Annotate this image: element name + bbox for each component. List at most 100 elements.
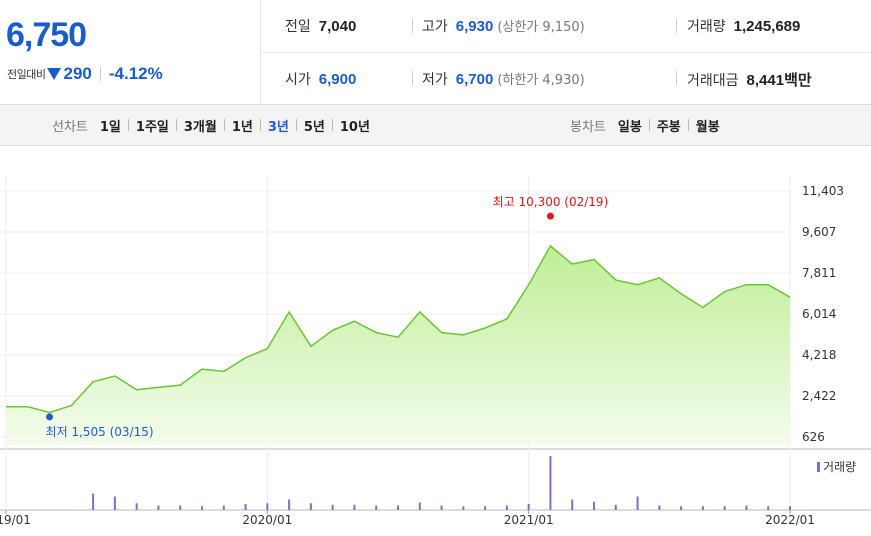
annotations: 최고 10,300 (02/19) 최저 1,505 (03/15): [46, 195, 609, 439]
y-tick-label: 2,422: [802, 389, 836, 403]
divider: [676, 19, 677, 33]
quote-panel: 6,750 전일대비 290 -4.12% 전일 7,040 고가 6,930 …: [0, 0, 871, 104]
line-period-button-2[interactable]: 3개월: [183, 119, 217, 135]
y-tick-label: 9,607: [802, 225, 836, 239]
stat-amount: 거래대금 8,441 백만: [687, 69, 812, 90]
volume-bar: [745, 505, 748, 510]
divider: [175, 119, 177, 131]
prev-close-label: 전일: [285, 19, 311, 35]
prev-close-value: 7,040: [318, 18, 357, 35]
volume-value: 1,245,689: [733, 18, 801, 35]
upper-limit: (상한가 9,150): [497, 20, 585, 35]
divider: [412, 71, 413, 85]
line-period-button-3[interactable]: 1년: [231, 119, 253, 135]
divider: [331, 119, 333, 131]
line-chart-title: 선차트: [52, 119, 88, 135]
row-divider: [261, 52, 871, 53]
volume-bar: [397, 505, 399, 510]
y-tick-label: 626: [802, 430, 825, 444]
line-period-button-1[interactable]: 1주일: [135, 119, 169, 135]
current-price: 6,750: [6, 16, 87, 54]
candle-chart-periods: 봉차트 일봉 주봉 월봉: [570, 105, 720, 145]
volume-bar: [593, 501, 595, 510]
x-tick-label: 2019/01: [0, 513, 31, 527]
volume-bar: [484, 506, 487, 510]
chart-period-toolbar: 선차트 1일 1주일 3개월 1년 3년 5년 10년 봉차트 일봉 주봉 월봉: [0, 104, 871, 146]
low-label: 저가: [422, 72, 448, 88]
y-tick-label: 11,403: [802, 184, 844, 198]
price-chart: 626 2,422 4,218 6,014 7,811 9,607 11,403 2019/…: [0, 176, 871, 527]
divider: [412, 19, 413, 33]
lower-limit: (하한가 4,930): [497, 73, 585, 88]
volume-bars: 거래량: [92, 456, 856, 510]
high-label: 최고 10,300 (02/19): [493, 195, 609, 209]
candle-chart-title: 봉차트: [570, 119, 606, 135]
volume-bar: [331, 504, 334, 510]
volume-bar: [113, 496, 116, 510]
volume-bar: [549, 456, 552, 510]
volume-bar: [179, 505, 182, 510]
x-tick-label: 2022/01: [765, 513, 815, 527]
volume-bar: [266, 503, 269, 510]
amount-label: 거래대금: [687, 73, 739, 89]
volume-bar: [375, 505, 378, 510]
low-marker: [46, 413, 54, 421]
volume-bar: [157, 505, 160, 510]
y-axis-ticks: 626 2,422 4,218 6,014 7,811 9,607 11,403: [802, 184, 844, 444]
volume-bar: [505, 505, 508, 510]
line-period-button-6[interactable]: 10년: [339, 119, 370, 135]
price-area: [6, 245, 790, 445]
divider: [99, 67, 101, 81]
price-line: [6, 244, 791, 414]
down-triangle-icon: [47, 68, 62, 80]
volume-legend-label: 거래량: [823, 460, 856, 474]
divider: [648, 119, 650, 131]
open-label: 시가: [285, 72, 311, 88]
x-tick-label: 2021/01: [504, 513, 554, 527]
volume-bar: [614, 504, 617, 510]
low-label: 최저 1,505 (03/15): [46, 425, 154, 439]
high-label: 고가: [422, 19, 448, 35]
divider: [223, 119, 225, 131]
change-amount: 290: [63, 64, 92, 83]
stat-open: 시가 6,900: [285, 69, 356, 89]
divider: [295, 119, 297, 131]
high-value: 6,930: [455, 18, 494, 35]
volume-bar: [135, 503, 138, 510]
amount-unit: 백만: [784, 72, 812, 89]
y-tick-label: 4,218: [802, 348, 836, 362]
y-tick-label: 7,811: [802, 266, 836, 280]
candle-period-button-1[interactable]: 주봉: [656, 119, 681, 135]
candle-period-button-0[interactable]: 일봉: [617, 119, 642, 135]
volume-bar: [767, 506, 770, 510]
divider: [127, 119, 129, 131]
line-period-button-0[interactable]: 1일: [99, 119, 121, 135]
y-tick-label: 6,014: [802, 307, 836, 321]
volume-bar: [636, 496, 639, 510]
line-period-button-4[interactable]: 3년: [267, 119, 289, 135]
volume-bar: [309, 503, 312, 510]
volume-bar: [571, 499, 574, 510]
volume-bar: [201, 506, 203, 510]
volume-bar: [92, 493, 95, 510]
volume-bar: [462, 506, 465, 510]
price-change: 전일대비 290 -4.12%: [7, 64, 163, 84]
volume-label: 거래량: [687, 19, 726, 35]
candle-period-button-2[interactable]: 월봉: [695, 119, 720, 135]
volume-legend-swatch: [817, 462, 820, 472]
volume-bar: [353, 504, 356, 510]
change-percent: -4.12%: [108, 64, 163, 83]
divider: [259, 119, 261, 131]
line-period-button-5[interactable]: 5년: [303, 119, 325, 135]
x-tick-label: 2020/01: [242, 513, 292, 527]
high-marker: [546, 212, 554, 220]
low-value: 6,700: [455, 71, 494, 88]
price-summary: 6,750 전일대비 290 -4.12%: [0, 0, 261, 104]
open-value: 6,900: [318, 71, 357, 88]
volume-bar: [723, 506, 726, 510]
stat-prev-close: 전일 7,040: [285, 16, 356, 36]
divider: [676, 71, 677, 85]
stat-high: 고가 6,930 (상한가 9,150): [422, 16, 585, 36]
volume-bar: [440, 505, 443, 510]
stat-low: 저가 6,700 (하한가 4,930): [422, 69, 585, 89]
